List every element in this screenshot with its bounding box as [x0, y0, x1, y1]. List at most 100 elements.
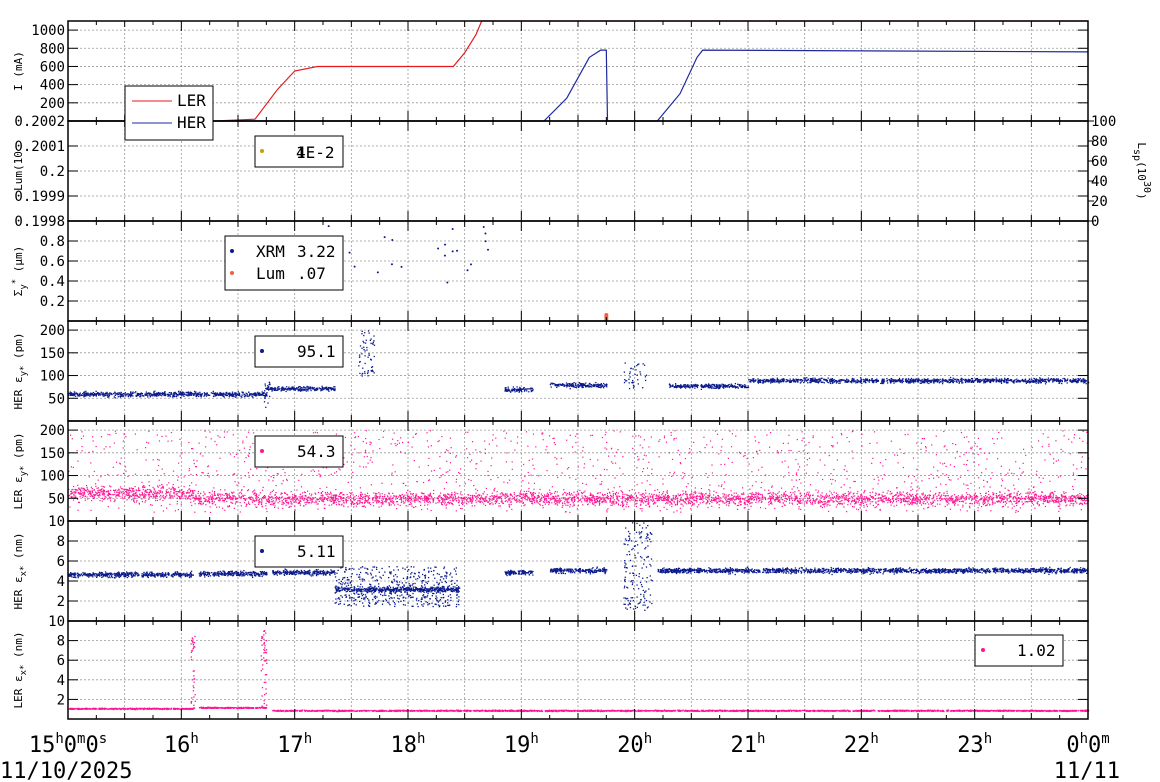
data-point: [688, 385, 690, 388]
data-point: [399, 504, 401, 507]
data-point: [246, 395, 248, 397]
data-point: [139, 396, 141, 398]
data-point: [970, 381, 973, 383]
data-point: [897, 380, 899, 382]
data-point: [737, 383, 739, 385]
data-point: [88, 476, 90, 478]
data-point: [693, 384, 695, 386]
data-point: [119, 396, 122, 398]
data-point: [769, 500, 771, 503]
data-point: [237, 393, 240, 395]
data-point: [169, 395, 171, 398]
data-point: [864, 380, 866, 382]
data-point: [712, 494, 715, 496]
data-point: [100, 476, 102, 478]
data-point: [760, 381, 762, 384]
data-point: [282, 386, 284, 388]
data-point: [203, 394, 206, 396]
data-point: [666, 492, 668, 494]
outlier-point: [268, 383, 270, 386]
data-point: [190, 392, 192, 395]
data-point: [228, 494, 230, 497]
data-point: [1020, 474, 1022, 476]
data-point: [833, 491, 835, 493]
data-point: [979, 380, 981, 382]
data-point: [165, 435, 167, 437]
data-point: [603, 385, 606, 387]
data-point: [1083, 380, 1085, 382]
data-point: [321, 385, 323, 387]
data-point: [307, 387, 310, 390]
data-point: [681, 385, 683, 388]
data-point: [877, 380, 879, 382]
data-point: [280, 390, 282, 392]
data-point: [142, 394, 144, 397]
data-point: [680, 384, 682, 386]
data-point: [575, 442, 577, 444]
data-point: [794, 495, 796, 497]
data-point: [997, 379, 999, 381]
data-point: [828, 494, 831, 496]
data-point: [261, 500, 263, 502]
data-point: [334, 386, 336, 388]
data-point: [970, 379, 972, 381]
data-point: [223, 392, 225, 395]
data-point: [183, 395, 185, 398]
data-point: [370, 456, 372, 459]
data-point: [294, 388, 296, 391]
data-point: [283, 389, 285, 392]
data-point: [851, 377, 853, 380]
data-point: [1000, 382, 1003, 384]
data-point: [626, 493, 628, 496]
outlier-point: [629, 372, 631, 375]
data-point: [783, 476, 785, 478]
data-point: [689, 387, 691, 389]
data-point: [85, 392, 88, 394]
data-point: [414, 501, 416, 503]
data-point: [811, 379, 813, 381]
data-point: [638, 492, 640, 494]
data-point: [198, 395, 200, 398]
data-point: [674, 386, 676, 388]
data-point: [599, 483, 601, 485]
data-point: [154, 395, 156, 397]
data-point: [566, 386, 568, 388]
data-point: [581, 386, 584, 388]
data-point: [177, 394, 179, 397]
data-point: [707, 386, 710, 388]
data-point: [704, 447, 706, 449]
data-point: [557, 384, 560, 386]
data-point: [1054, 380, 1056, 382]
data-point: [1003, 380, 1005, 382]
data-point: [1059, 504, 1061, 506]
data-point: [568, 385, 571, 387]
data-point: [692, 503, 694, 505]
data-point: [439, 496, 441, 498]
data-point: [299, 389, 301, 391]
data-point: [860, 380, 862, 382]
data-point: [150, 393, 152, 395]
data-point: [128, 394, 130, 397]
data-point: [299, 500, 301, 502]
data-point: [506, 390, 508, 392]
data-point: [575, 382, 577, 385]
data-point: [327, 388, 329, 391]
data-point: [325, 386, 327, 389]
data-point: [186, 394, 188, 396]
data-point: [943, 462, 946, 464]
outlier-point: [359, 361, 361, 363]
data-point: [710, 385, 712, 388]
data-point: [113, 392, 115, 395]
data-point: [314, 388, 317, 390]
data-point: [880, 382, 882, 385]
data-point: [815, 380, 817, 382]
data-point: [788, 472, 790, 474]
data-point: [549, 383, 552, 386]
data-point: [738, 504, 740, 507]
data-point: [602, 497, 604, 499]
data-point: [833, 469, 835, 471]
data-point: [120, 391, 122, 394]
data-point: [639, 444, 641, 446]
data-point: [613, 503, 615, 505]
data-point: [98, 392, 100, 395]
